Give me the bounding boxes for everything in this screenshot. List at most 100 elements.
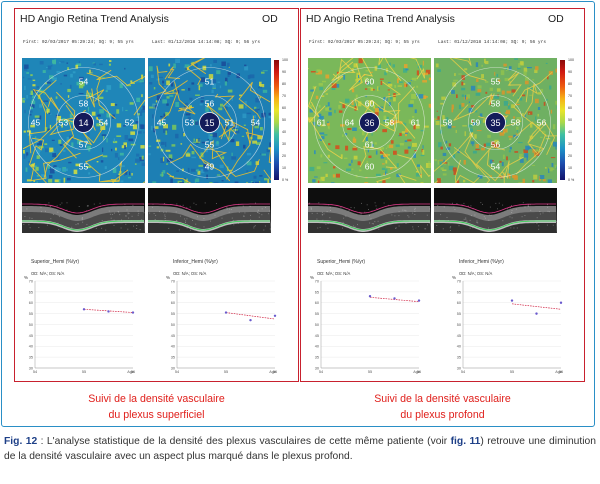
data-point: [510, 299, 514, 302]
chart-title: Superior_Hemi (%/yr): [317, 259, 366, 265]
x-axis-label: Age: [413, 370, 420, 374]
colorbar-tick-label: 20: [568, 154, 572, 158]
x-tick-label: 55: [82, 370, 86, 374]
sector-density-value: 58: [385, 118, 395, 128]
caption-text-start: : L'analyse statistique de la densité de…: [37, 436, 451, 447]
sector-density-value: 45: [31, 118, 41, 128]
colorbar-tick-label: 10: [568, 166, 572, 170]
caption-text-end: ) retrouve une diminution de la densité …: [4, 436, 596, 462]
caption-deep: Suivi de la densité vasculaire du plexus…: [300, 391, 585, 423]
oct-bscan-last: [434, 188, 557, 233]
x-axis-label: Age: [127, 370, 134, 374]
y-tick-label: 40: [171, 345, 175, 349]
fovea-zone: [199, 112, 220, 133]
y-tick-label: 40: [315, 345, 319, 349]
angio-map-first[interactable]: 14 54 58 45 53 54 52 57 55: [22, 58, 145, 183]
caption-line: du plexus profond: [400, 409, 485, 421]
chart-title: Superior_Hemi (%/yr): [31, 259, 80, 265]
y-tick-label: 30: [457, 366, 461, 370]
superior-hemi-chart: Superior_Hemi (%/yr) OD: N/A; OS: N/A % 7…: [21, 259, 139, 374]
x-tick-label: 54: [175, 370, 179, 374]
angio-map-last[interactable]: 15 51 56 45 53 51 54 55 49: [148, 58, 271, 183]
x-tick-label: 56: [417, 370, 421, 374]
x-axis-label: Age: [269, 370, 276, 374]
density-colorbar: [274, 60, 279, 180]
colorbar-tick-label: 90: [282, 70, 286, 74]
sector-density-value: 57: [79, 140, 89, 150]
colorbar-tick-label: 100: [282, 58, 288, 62]
panel-title: HD Angio Retina Trend Analysis: [306, 13, 455, 25]
data-point: [559, 301, 563, 304]
chart-subtitle: OD: N/A; OS: N/A: [459, 271, 493, 276]
sector-density-value: 55: [205, 140, 215, 150]
x-tick-label: 55: [368, 370, 372, 374]
caption-line: du plexus superficiel: [108, 409, 205, 421]
chart-title: Inferior_Hemi (%/yr): [459, 259, 504, 265]
sector-density-value: 58: [443, 118, 453, 128]
oct-bscan-first: [308, 188, 431, 233]
figure-reference-link[interactable]: fig. 11: [450, 436, 481, 447]
trend-line: [225, 312, 276, 320]
y-tick-label: 45: [29, 334, 33, 338]
y-tick-label: 50: [29, 323, 33, 327]
sector-density-value: 61: [317, 118, 327, 128]
colorbar-tick-label: 30: [568, 142, 572, 146]
y-tick-label: 65: [29, 290, 33, 294]
sector-density-value: 59: [471, 118, 481, 128]
panel-deep: HD Angio Retina Trend Analysis OD First:…: [300, 8, 585, 382]
y-tick-label: 70: [457, 279, 461, 283]
x-tick-label: 54: [461, 370, 465, 374]
caption-line: Suivi de la densité vasculaire: [374, 393, 511, 405]
colorbar-tick-label: 70: [568, 94, 572, 98]
x-tick-label: 54: [33, 370, 37, 374]
center-density-value: 14: [78, 118, 88, 128]
first-visit-info: First: 02/03/2017 05:29:24; SQ: 9; 55 yr…: [23, 40, 134, 45]
y-tick-label: 50: [171, 323, 175, 327]
sector-density-value: 45: [157, 118, 167, 128]
center-density-value: 15: [204, 118, 214, 128]
data-point: [368, 295, 372, 298]
center-density-value: 36: [364, 118, 374, 128]
x-tick-label: 54: [319, 370, 323, 374]
sector-density-value: 52: [125, 118, 135, 128]
y-tick-label: 55: [457, 312, 461, 316]
colorbar-tick-label: 90: [568, 70, 572, 74]
data-point: [107, 310, 110, 313]
x-tick-label: 56: [559, 370, 563, 374]
y-tick-label: 45: [457, 334, 461, 338]
y-tick-label: 65: [457, 290, 461, 294]
y-tick-label: 65: [315, 290, 319, 294]
y-tick-label: 30: [29, 366, 33, 370]
trend-line: [511, 303, 562, 310]
colorbar-tick-label: 0 %: [568, 178, 575, 182]
oct-bscan-last: [148, 188, 271, 233]
eye-label: OD: [548, 13, 564, 25]
y-tick-label: 55: [171, 312, 175, 316]
sector-density-value: 54: [99, 118, 109, 128]
y-tick-label: 35: [171, 356, 175, 360]
y-tick-label: 70: [29, 279, 33, 283]
sector-density-value: 51: [205, 77, 215, 87]
y-tick-label: 45: [315, 334, 319, 338]
fovea-zone: [485, 112, 506, 133]
x-tick-label: 55: [510, 370, 514, 374]
colorbar-tick-label: 50: [568, 118, 572, 122]
angio-map-first[interactable]: 36 60 60 61 64 58 61 61 60: [308, 58, 431, 183]
oct-bscan-first: [22, 188, 145, 233]
data-point: [131, 311, 135, 314]
figure-number: Fig. 12: [4, 436, 38, 447]
colorbar-tick-label: 10: [282, 166, 286, 170]
y-tick-label: 60: [457, 301, 461, 305]
figure-caption: Fig. 12 : L'analyse statistique de la de…: [4, 434, 596, 464]
data-point: [82, 308, 86, 311]
data-point: [273, 314, 277, 317]
colorbar-tick-label: 40: [568, 130, 572, 134]
angio-map-last[interactable]: 35 55 58 58 59 58 56 56 54: [434, 58, 557, 183]
sector-density-value: 56: [537, 118, 547, 128]
y-tick-label: 55: [29, 312, 33, 316]
y-unit-label: %: [452, 275, 456, 280]
data-point: [417, 299, 421, 302]
fovea-zone: [359, 112, 380, 133]
y-unit-label: %: [310, 275, 314, 280]
sector-density-value: 60: [365, 99, 375, 109]
